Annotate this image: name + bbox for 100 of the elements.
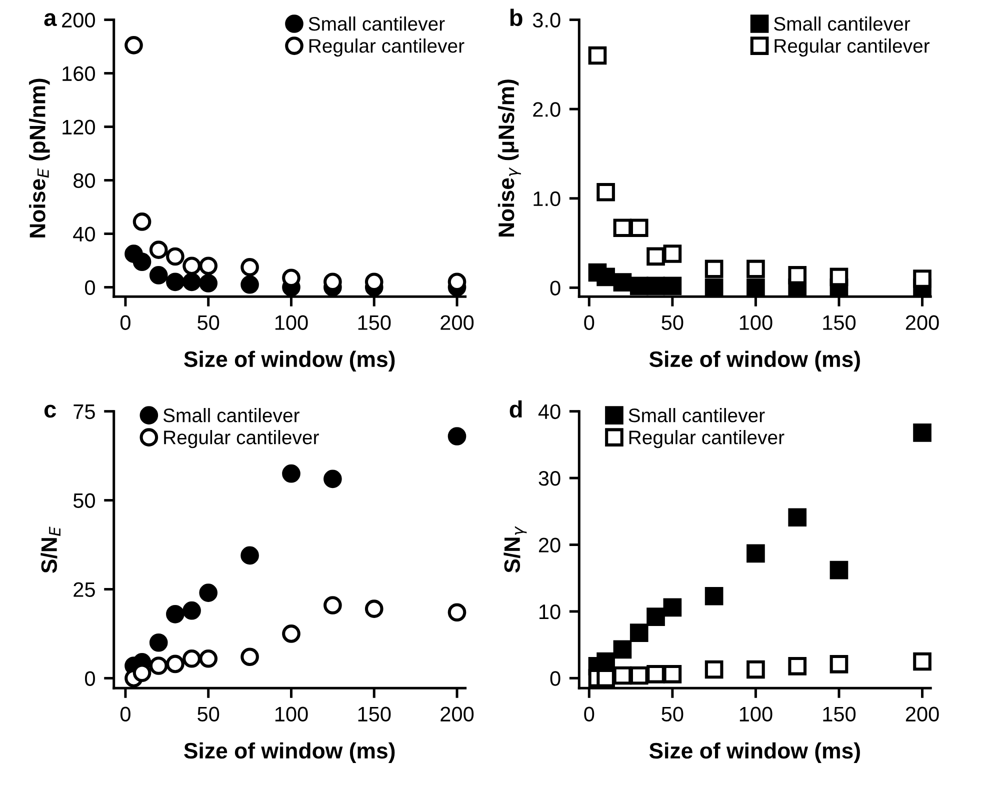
- y-tick-label: 40: [73, 226, 95, 242]
- y-tick-label: 1.0: [534, 191, 560, 206]
- y-tick-label: 2.0: [533, 102, 560, 117]
- point: [646, 664, 665, 684]
- point: [132, 252, 152, 272]
- point: [613, 666, 632, 685]
- chart-title: b: [510, 8, 522, 26]
- y-tick-label: 80: [74, 173, 95, 188]
- x-tick-label: 50: [662, 706, 684, 722]
- y-tick-label: 0: [550, 671, 560, 686]
- x-tick-label: 100: [275, 315, 308, 330]
- point: [663, 276, 682, 296]
- point: [199, 256, 218, 276]
- point: [240, 546, 259, 565]
- legend-label: Regular cantilever: [774, 38, 930, 57]
- y-axis-title: Noise$_{γ}$ (μNs/m): [498, 80, 521, 236]
- legend-label: Small cantilever: [774, 16, 910, 31]
- point: [182, 601, 201, 620]
- point: [240, 275, 259, 294]
- point: [630, 666, 648, 685]
- x-tick-label: 50: [662, 315, 684, 330]
- y-tick-label: 0: [85, 280, 95, 296]
- point: [199, 274, 218, 292]
- point: [596, 652, 615, 671]
- x-tick-label: 0: [584, 315, 594, 330]
- point: [646, 276, 665, 296]
- point: [630, 624, 648, 642]
- point: [199, 584, 218, 602]
- point: [166, 604, 184, 624]
- y-axis-title: S/N$_{E}$: [40, 526, 60, 573]
- x-tick-label: 200: [906, 706, 939, 722]
- point: [630, 276, 648, 296]
- x-tick-label: 150: [358, 315, 391, 330]
- point: [704, 260, 724, 278]
- point: [182, 649, 201, 668]
- point: [166, 272, 184, 292]
- x-tick-label: 0: [584, 706, 594, 722]
- point: [613, 273, 632, 292]
- x-tick-label: 0: [120, 315, 130, 330]
- point: [704, 278, 724, 297]
- point: [663, 244, 682, 263]
- y-axis-title: Noise$_{E}$ (pN/nm): [29, 78, 50, 238]
- x-tick-label: 200: [440, 706, 474, 722]
- point: [746, 660, 765, 679]
- point: [788, 656, 807, 676]
- point: [830, 654, 848, 674]
- y-tick-label: 3.0: [532, 12, 560, 28]
- point: [646, 608, 665, 626]
- y-tick-label: 30: [538, 471, 560, 486]
- x-tick-label: 100: [740, 315, 772, 330]
- legend-label: Regular cantilever: [629, 430, 784, 448]
- x-tick-label: 150: [358, 706, 391, 722]
- point: [596, 182, 615, 202]
- point: [182, 256, 201, 276]
- x-axis-title: Size of window (ms): [184, 350, 395, 372]
- point: [788, 508, 807, 527]
- point: [704, 586, 724, 606]
- y-tick-label: 20: [538, 538, 560, 552]
- point: [596, 268, 615, 286]
- legend-label: Small cantilever: [163, 408, 300, 422]
- point: [613, 218, 632, 238]
- point: [913, 424, 932, 442]
- point: [240, 258, 259, 276]
- point: [913, 270, 932, 288]
- x-tick-label: 150: [823, 706, 856, 722]
- point: [630, 218, 648, 238]
- x-tick-label: 200: [440, 315, 474, 330]
- y-tick-label: 40: [538, 404, 560, 420]
- point: [149, 633, 168, 652]
- point: [830, 268, 848, 286]
- point: [166, 247, 184, 266]
- y-tick-label: 200: [62, 12, 95, 28]
- point: [830, 560, 848, 580]
- point: [124, 36, 143, 54]
- chart-title: d: [510, 400, 522, 418]
- y-axis-title: S/N$_{γ}$: [504, 526, 527, 573]
- point: [596, 668, 615, 688]
- x-tick-label: 100: [740, 706, 772, 722]
- point: [149, 656, 168, 675]
- point: [646, 247, 665, 266]
- x-tick-label: 50: [198, 315, 220, 330]
- x-tick-label: 100: [275, 706, 308, 722]
- x-tick-label: 150: [823, 315, 856, 330]
- chart-title: c: [44, 404, 56, 418]
- y-tick-label: 120: [62, 120, 95, 135]
- legend-label: Small cantilever: [308, 16, 445, 31]
- point: [448, 603, 466, 622]
- point: [746, 260, 765, 278]
- x-tick-label: 200: [906, 315, 939, 330]
- point: [149, 266, 168, 284]
- legend-label: Small cantilever: [628, 408, 765, 422]
- x-axis-title: Size of window (ms): [184, 742, 395, 764]
- point: [199, 649, 218, 668]
- point: [913, 652, 932, 671]
- point: [149, 240, 168, 259]
- y-tick-label: 50: [73, 493, 95, 508]
- point: [240, 648, 259, 666]
- y-tick-label: 0: [85, 671, 95, 686]
- point: [613, 640, 632, 659]
- point: [663, 598, 682, 617]
